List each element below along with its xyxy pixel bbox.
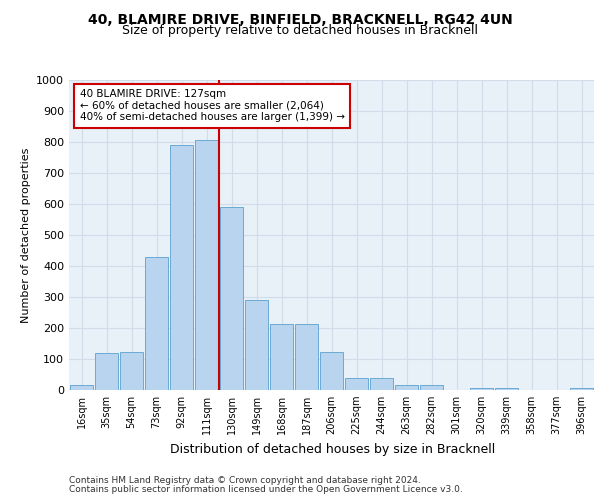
- Bar: [95, 353, 118, 390]
- Y-axis label: Number of detached properties: Number of detached properties: [20, 148, 31, 322]
- Bar: [470, 388, 493, 390]
- Bar: [370, 378, 394, 390]
- Bar: [419, 386, 443, 390]
- Text: Contains public sector information licensed under the Open Government Licence v3: Contains public sector information licen…: [69, 485, 463, 494]
- Bar: [269, 324, 293, 390]
- Bar: [220, 207, 244, 390]
- Bar: [119, 352, 143, 390]
- Bar: [70, 384, 94, 390]
- Bar: [569, 388, 593, 390]
- Bar: [170, 145, 193, 390]
- Bar: [145, 256, 169, 390]
- Bar: [395, 386, 418, 390]
- Bar: [295, 324, 319, 390]
- Text: 40, BLAMIRE DRIVE, BINFIELD, BRACKNELL, RG42 4UN: 40, BLAMIRE DRIVE, BINFIELD, BRACKNELL, …: [88, 12, 512, 26]
- Bar: [320, 352, 343, 390]
- Text: Contains HM Land Registry data © Crown copyright and database right 2024.: Contains HM Land Registry data © Crown c…: [69, 476, 421, 485]
- Text: 40 BLAMIRE DRIVE: 127sqm
← 60% of detached houses are smaller (2,064)
40% of sem: 40 BLAMIRE DRIVE: 127sqm ← 60% of detach…: [79, 90, 344, 122]
- Bar: [494, 388, 518, 390]
- Bar: [245, 300, 268, 390]
- Bar: [344, 378, 368, 390]
- Text: Distribution of detached houses by size in Bracknell: Distribution of detached houses by size …: [170, 442, 496, 456]
- Text: Size of property relative to detached houses in Bracknell: Size of property relative to detached ho…: [122, 24, 478, 37]
- Bar: [194, 140, 218, 390]
